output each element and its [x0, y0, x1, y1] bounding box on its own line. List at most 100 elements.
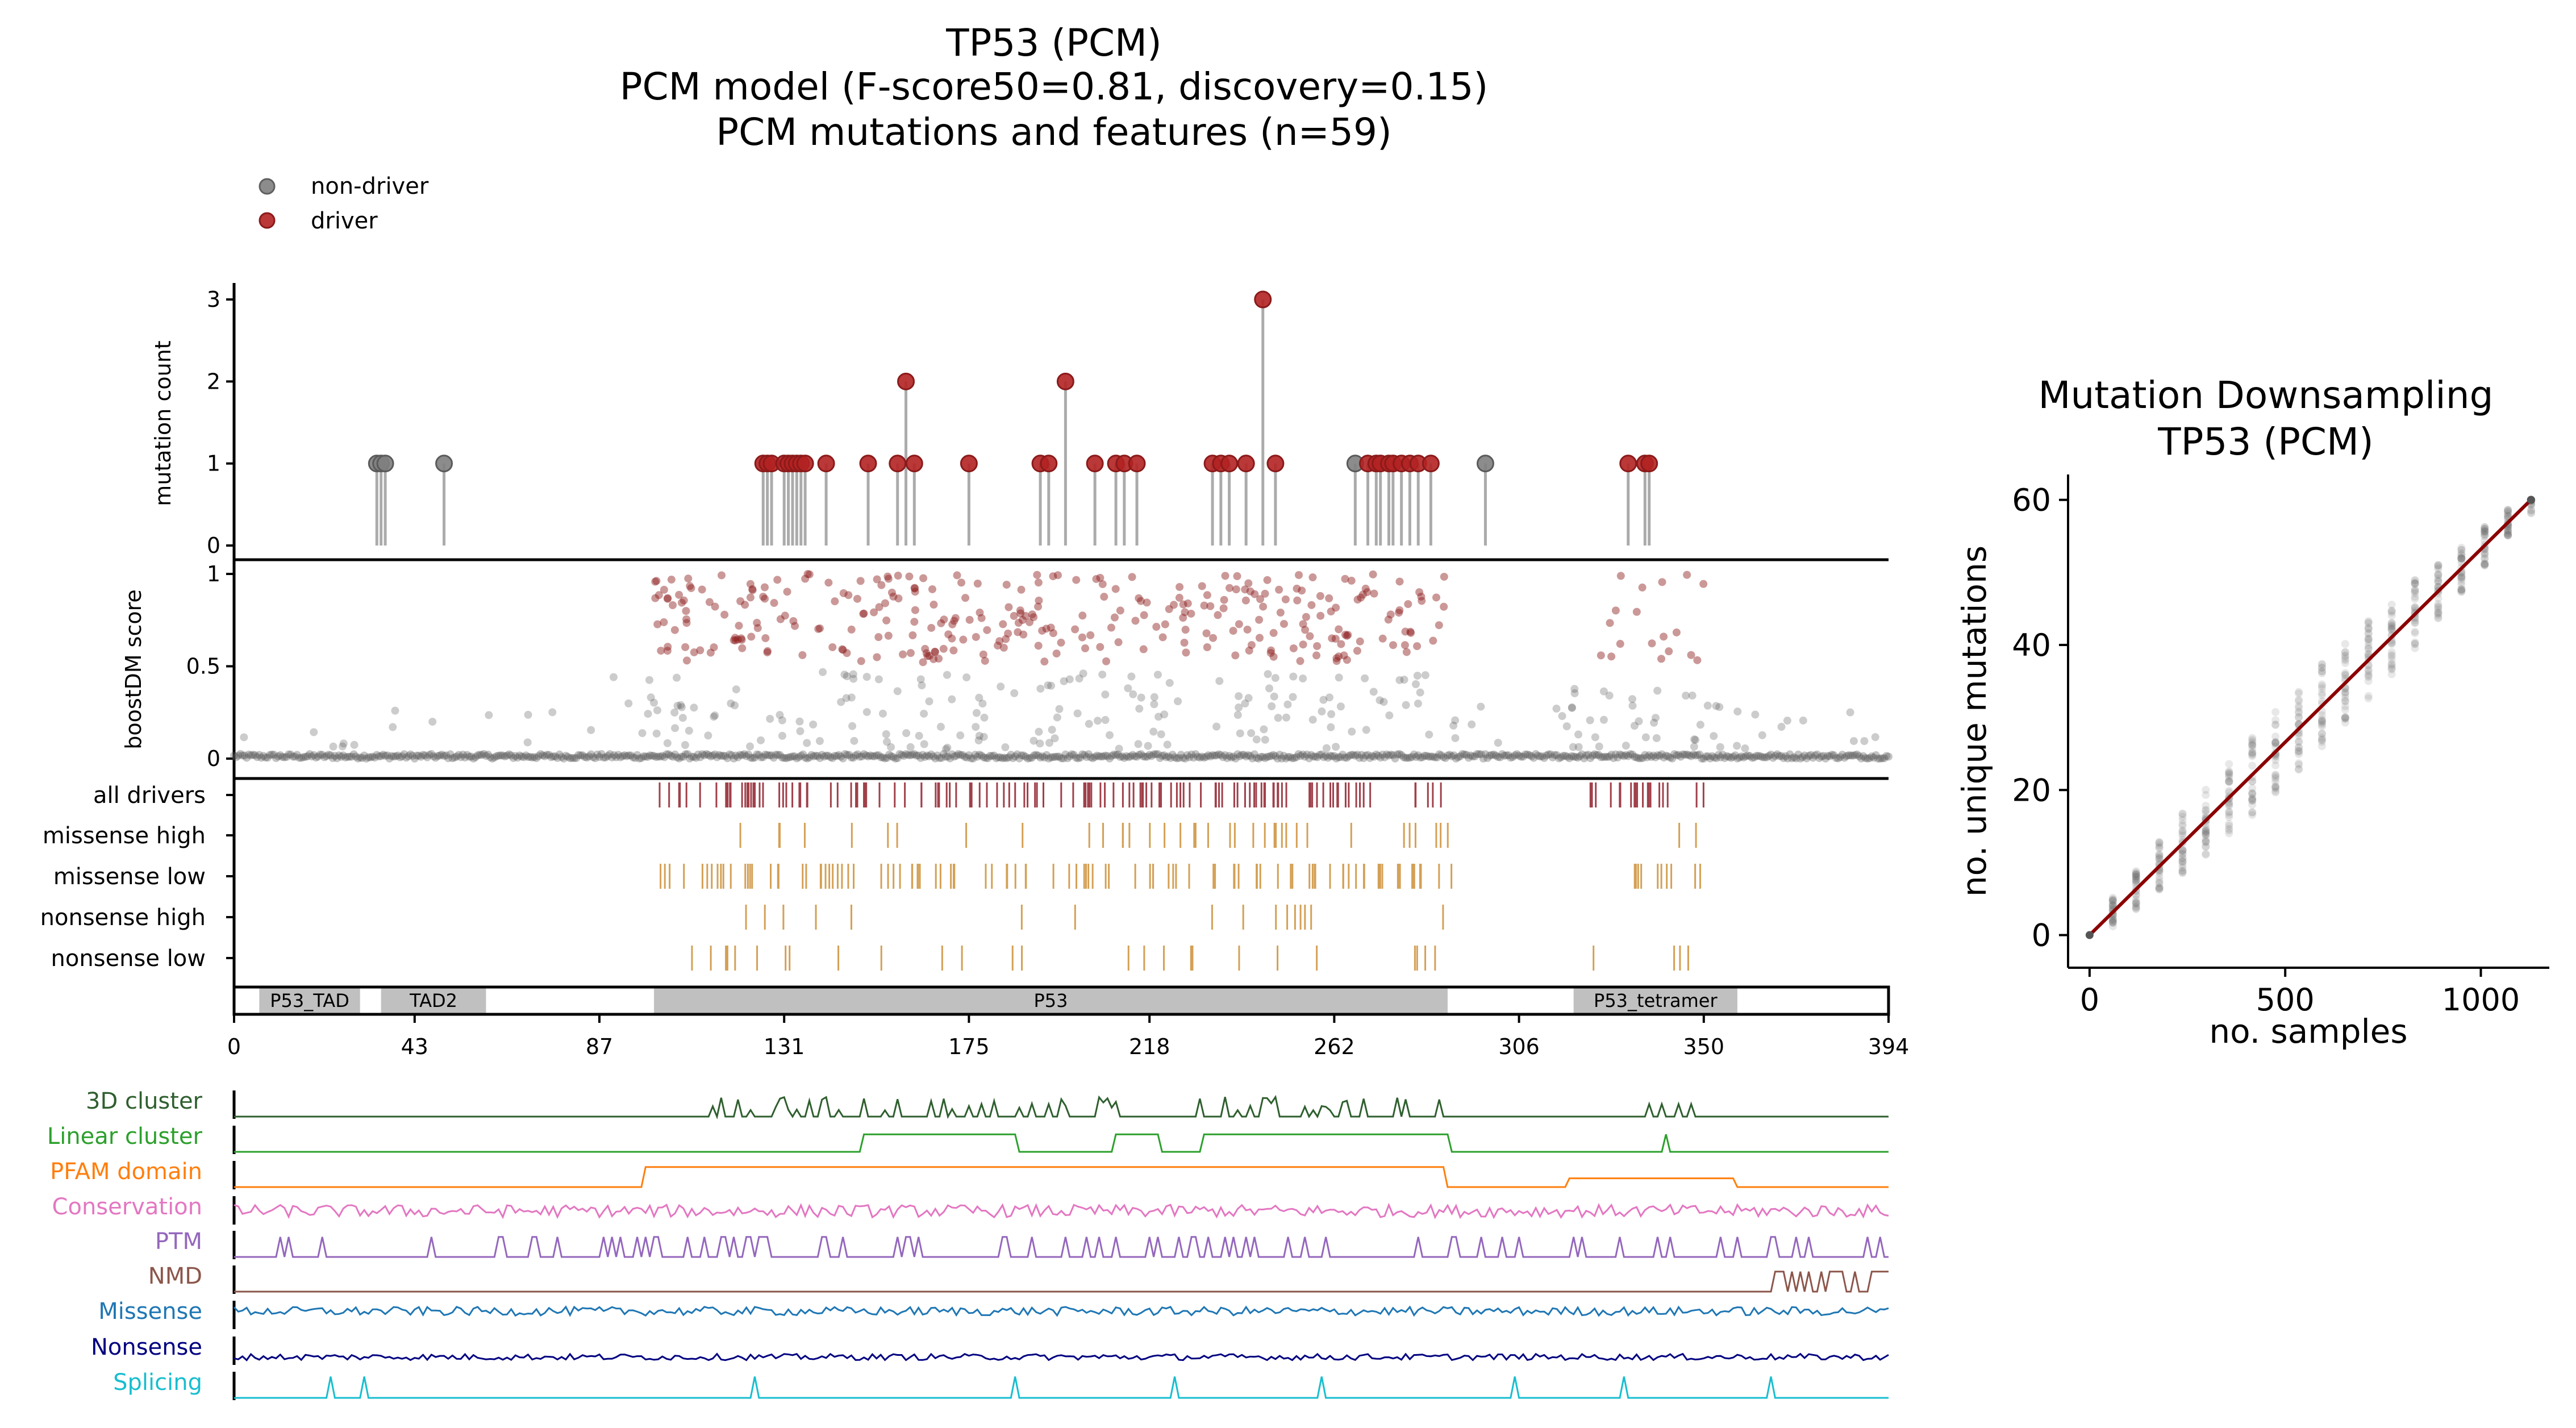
downsampling-point — [2411, 589, 2419, 597]
score-point-nondriver — [1340, 753, 1349, 762]
score-point-nondriver — [883, 753, 891, 762]
score-point-driver — [1098, 580, 1107, 588]
score-point-nondriver — [395, 753, 404, 761]
score-point-nondriver — [1786, 750, 1794, 759]
score-point-driver — [1034, 642, 1043, 650]
score-point-nondriver — [1309, 752, 1318, 761]
score-point-nondriver — [1790, 753, 1798, 761]
score-point-driver — [994, 642, 1002, 650]
score-point-nondriver — [1382, 750, 1391, 759]
score-point-nondriver — [1557, 753, 1565, 761]
score-point-nondriver — [731, 701, 739, 710]
downsampling-point — [2155, 855, 2164, 863]
score-point-driver — [660, 618, 668, 626]
score-point-nondriver — [694, 750, 702, 759]
score-point-nondriver — [1400, 676, 1408, 684]
downsampling-point — [2108, 896, 2117, 904]
score-point-nondriver — [1609, 754, 1618, 763]
feature-label: Missense — [98, 1298, 202, 1325]
downsampling-point — [2434, 594, 2442, 602]
score-point-driver — [801, 574, 810, 583]
downsampling-point — [2341, 655, 2349, 663]
score-point-driver — [1293, 584, 1301, 593]
score-point-nondriver — [1158, 752, 1166, 760]
score-point-nondriver — [1060, 677, 1068, 685]
feature-label: Linear cluster — [47, 1123, 203, 1150]
score-point-nondriver — [652, 753, 660, 761]
score-point-nondriver — [1716, 753, 1725, 761]
downsampling-point — [2108, 919, 2117, 927]
score-point-driver — [706, 648, 715, 657]
score-point-nondriver — [1048, 726, 1056, 734]
score-point-nondriver — [1477, 702, 1485, 711]
score-point-driver — [883, 572, 892, 581]
score-point-nondriver — [1362, 726, 1370, 734]
score-point-nondriver — [1821, 754, 1830, 763]
downsampling-point — [2504, 531, 2512, 540]
downsampling-point — [2155, 876, 2164, 884]
score-point-nondriver — [778, 753, 786, 762]
score-point-nondriver — [839, 754, 847, 763]
score-point-nondriver — [255, 751, 264, 759]
score-point-nondriver — [1882, 752, 1891, 760]
downsampling-point — [2225, 777, 2233, 785]
score-point-nondriver — [1115, 744, 1123, 753]
score-point-nondriver — [1868, 752, 1876, 761]
score-point-nondriver — [526, 752, 535, 761]
score-point-nondriver — [788, 752, 797, 761]
score-point-nondriver — [1168, 751, 1177, 759]
downsampling-point — [2317, 689, 2326, 697]
score-point-nondriver — [1825, 752, 1834, 760]
score-point-driver — [839, 646, 847, 654]
score-point-nondriver — [1511, 751, 1519, 760]
score-point-nondriver — [1093, 751, 1101, 760]
score-point-nondriver — [679, 752, 687, 761]
score-point-driver — [1158, 633, 1167, 642]
downsampling-point — [2457, 555, 2466, 564]
score-point-nondriver — [1036, 684, 1045, 693]
downsampling-point — [2457, 581, 2466, 589]
score-point-nondriver — [1364, 751, 1372, 759]
score-point-nondriver — [276, 751, 285, 760]
downsampling-point — [2341, 648, 2349, 656]
downsampling-point — [2155, 852, 2164, 860]
score-point-driver — [1214, 611, 1222, 619]
score-point-nondriver — [898, 751, 906, 759]
downsampling-point — [2364, 665, 2373, 674]
score-point-nondriver — [1512, 750, 1521, 759]
score-point-driver — [1004, 603, 1013, 611]
score-point-nondriver — [1185, 753, 1194, 761]
score-point-driver — [664, 643, 672, 651]
score-point-nondriver — [1777, 752, 1786, 760]
score-point-nondriver — [329, 742, 337, 751]
score-point-nondriver — [650, 752, 658, 760]
score-point-nondriver — [1381, 753, 1389, 761]
score-point-driver — [776, 615, 785, 623]
score-point-nondriver — [874, 751, 883, 760]
score-point-driver — [783, 588, 791, 596]
score-point-nondriver — [1477, 750, 1486, 759]
score-point-nondriver — [1643, 753, 1652, 761]
score-point-nondriver — [1570, 685, 1579, 693]
score-point-nondriver — [998, 754, 1007, 763]
score-point-driver — [884, 631, 893, 640]
downsampling-point — [2387, 608, 2396, 617]
score-point-nondriver — [1506, 753, 1515, 762]
score-point-nondriver — [448, 754, 457, 763]
score-point-driver — [681, 643, 690, 651]
downsampling-point — [2108, 918, 2117, 927]
downsampling-point — [2457, 587, 2466, 596]
score-point-nondriver — [1137, 750, 1145, 759]
score-point-nondriver — [1286, 753, 1294, 761]
downsampling-point — [2317, 718, 2326, 726]
score-point-nondriver — [381, 752, 390, 760]
score-point-nondriver — [1035, 727, 1043, 736]
score-point-nondriver — [265, 751, 274, 759]
downsampling-point — [2411, 579, 2419, 588]
score-point-nondriver — [1043, 751, 1051, 759]
score-point-driver — [1407, 628, 1415, 637]
score-point-nondriver — [1216, 751, 1225, 759]
score-point-nondriver — [1261, 754, 1269, 763]
downsampling-point — [2132, 869, 2140, 878]
driver-mutation-marker — [1640, 455, 1658, 473]
